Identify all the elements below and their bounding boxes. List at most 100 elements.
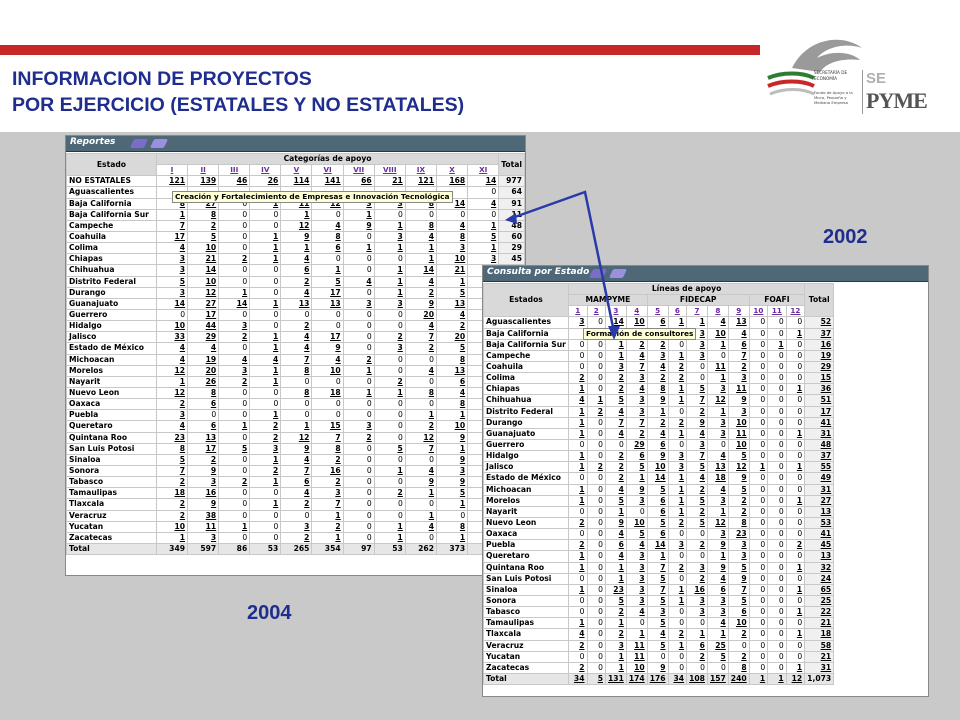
line-link-8[interactable]: 8 <box>706 305 729 318</box>
value-cell[interactable]: 11 <box>625 650 648 663</box>
value-cell[interactable]: 5 <box>467 230 500 244</box>
value-cell[interactable]: 5 <box>155 453 189 466</box>
value-cell[interactable]: 4 <box>404 230 437 244</box>
value-cell[interactable]: 3 <box>667 539 688 552</box>
value-cell[interactable]: 7 <box>625 416 648 429</box>
value-cell[interactable]: 17 <box>311 331 344 344</box>
value-cell[interactable]: 2 <box>686 650 708 663</box>
value-cell[interactable]: 1 <box>280 242 313 255</box>
value-cell[interactable]: 5 <box>706 650 729 663</box>
value-cell[interactable]: 33 <box>155 331 189 344</box>
value-cell[interactable]: 9 <box>686 416 708 429</box>
value-cell[interactable]: 18 <box>155 487 189 500</box>
value-cell[interactable]: 6 <box>686 639 708 652</box>
value-cell[interactable]: 4 <box>706 316 729 329</box>
value-cell[interactable]: 2 <box>605 472 627 485</box>
value-cell[interactable]: 2 <box>342 353 375 366</box>
value-cell[interactable]: 6 <box>727 338 750 351</box>
value-cell[interactable]: 2 <box>686 572 708 585</box>
value-cell[interactable]: 21 <box>373 175 406 188</box>
value-cell[interactable]: 11 <box>625 639 648 652</box>
value-cell[interactable]: 4 <box>404 520 437 533</box>
value-cell[interactable]: 4 <box>404 320 437 333</box>
value-cell[interactable]: 5 <box>727 561 750 574</box>
value-cell[interactable]: 2 <box>280 498 313 511</box>
value-cell[interactable]: 2 <box>218 331 251 344</box>
value-cell[interactable]: 1 <box>218 286 251 299</box>
value-cell[interactable]: 7 <box>646 583 669 596</box>
value-cell[interactable]: 2 <box>667 416 688 429</box>
value-cell[interactable]: 3 <box>155 286 189 299</box>
value-cell[interactable]: 2 <box>249 464 282 478</box>
value-cell[interactable]: 139 <box>187 175 220 188</box>
value-cell[interactable]: 2 <box>667 561 688 574</box>
value-cell[interactable]: 9 <box>727 394 750 407</box>
value-cell[interactable]: 9 <box>646 661 669 674</box>
value-cell[interactable]: 4 <box>605 550 627 563</box>
value-cell[interactable]: 1 <box>605 650 627 663</box>
value-cell[interactable]: 11 <box>187 520 220 533</box>
value-cell[interactable]: 1 <box>667 394 688 407</box>
value-cell[interactable]: 4 <box>435 308 469 322</box>
category-link-ii[interactable]: II <box>187 164 220 177</box>
value-cell[interactable]: 7 <box>686 394 708 407</box>
value-cell[interactable]: 1 <box>605 617 627 630</box>
value-cell[interactable]: 6 <box>646 438 669 452</box>
value-cell[interactable]: 2 <box>249 420 282 433</box>
value-cell[interactable]: 5 <box>187 230 220 244</box>
value-cell[interactable]: 4 <box>568 394 588 407</box>
value-cell[interactable]: 5 <box>686 494 708 507</box>
value-cell[interactable]: 6 <box>187 398 220 411</box>
value-cell[interactable]: 5 <box>727 594 750 608</box>
value-cell[interactable]: 1 <box>373 219 406 232</box>
value-cell[interactable]: 4 <box>155 353 189 366</box>
value-cell[interactable]: 3 <box>625 372 648 385</box>
value-cell[interactable]: 4 <box>706 617 729 630</box>
value-cell[interactable]: 1 <box>249 409 282 422</box>
value-cell[interactable]: 1 <box>667 583 688 596</box>
value-cell[interactable]: 8 <box>404 386 437 400</box>
value-cell[interactable]: 12 <box>706 394 729 407</box>
value-cell[interactable]: 3 <box>249 442 282 455</box>
value-cell[interactable]: 2 <box>342 431 375 444</box>
value-cell[interactable]: 5 <box>218 442 251 455</box>
value-cell[interactable]: 4 <box>435 386 469 400</box>
value-cell[interactable]: 2 <box>686 405 708 418</box>
value-cell[interactable]: 2 <box>667 360 688 374</box>
value-cell[interactable]: 1 <box>785 327 806 340</box>
value-cell[interactable]: 1 <box>568 461 588 474</box>
value-cell[interactable]: 3 <box>667 450 688 463</box>
value-cell[interactable]: 3 <box>568 316 588 329</box>
value-cell[interactable]: 20 <box>187 364 220 377</box>
value-cell[interactable]: 1 <box>568 550 588 563</box>
line-link-6[interactable]: 6 <box>667 305 688 318</box>
value-cell[interactable]: 7 <box>727 349 750 362</box>
value-cell[interactable]: 10 <box>625 516 648 530</box>
value-cell[interactable]: 4 <box>404 464 437 478</box>
value-cell[interactable]: 1 <box>342 242 375 255</box>
value-cell[interactable]: 4 <box>311 353 344 366</box>
value-cell[interactable]: 1 <box>435 498 469 511</box>
value-cell[interactable]: 2 <box>686 483 708 496</box>
value-cell[interactable]: 2 <box>625 338 648 351</box>
value-cell[interactable]: 20 <box>404 308 437 322</box>
value-cell[interactable]: 3 <box>625 572 648 585</box>
value-cell[interactable]: 3 <box>373 297 406 310</box>
value-cell[interactable]: 1 <box>155 375 189 388</box>
value-cell[interactable]: 4 <box>435 219 469 232</box>
value-cell[interactable]: 14 <box>646 539 669 552</box>
value-cell[interactable]: 8 <box>646 383 669 396</box>
value-cell[interactable]: 2 <box>568 661 588 674</box>
value-cell[interactable]: 3 <box>727 550 750 563</box>
value-cell[interactable]: 9 <box>311 342 344 355</box>
value-cell[interactable]: 3 <box>646 606 669 619</box>
value-cell[interactable]: 4 <box>605 405 627 418</box>
value-cell[interactable]: 9 <box>404 297 437 310</box>
value-cell[interactable]: 1 <box>568 416 588 429</box>
value-cell[interactable]: 4 <box>625 539 648 552</box>
value-cell[interactable]: 4 <box>280 453 313 466</box>
line-link-9[interactable]: 9 <box>727 305 750 318</box>
value-cell[interactable]: 10 <box>646 461 669 474</box>
value-cell[interactable]: 3 <box>686 561 708 574</box>
value-cell[interactable]: 2 <box>155 498 189 511</box>
